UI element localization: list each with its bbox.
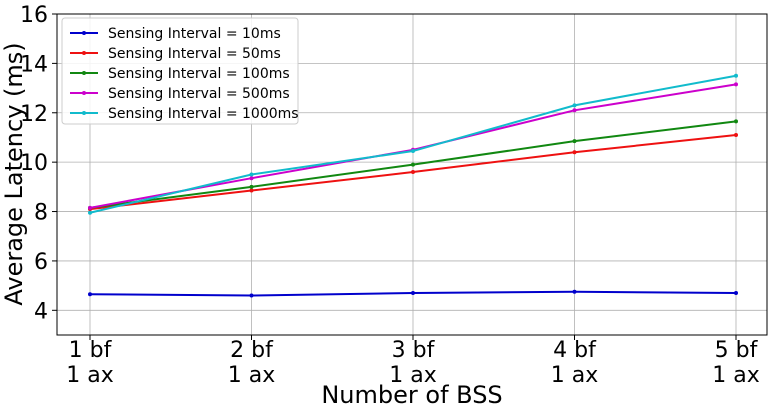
y-tick-label: 4	[34, 299, 48, 324]
y-axis-ticks: 4 6 8 10 12 14 16	[20, 3, 57, 324]
data-point	[249, 184, 254, 189]
legend: Sensing Interval = 10ms Sensing Interval …	[61, 17, 299, 125]
x-tick-label: 2 bf	[230, 338, 274, 363]
data-point	[411, 162, 415, 167]
legend-box	[61, 17, 299, 125]
data-point	[572, 103, 577, 108]
plot-frame	[56, 13, 768, 336]
y-tick-label: 12	[20, 102, 48, 127]
data-point	[572, 150, 577, 155]
data-point	[734, 73, 738, 78]
legend-marker	[82, 111, 86, 115]
legend-label: Sensing Interval = 1000ms	[108, 106, 299, 122]
x-tick-label: 1 ax	[712, 363, 760, 388]
x-tick-label: 1 bf	[69, 338, 113, 363]
x-tick-label: 1 ax	[66, 363, 114, 388]
x-tick-label: 1 ax	[228, 363, 276, 388]
y-axis-label: Average Latency (ms)	[0, 42, 28, 305]
y-tick-label: 8	[34, 201, 48, 226]
legend-label: Sensing Interval = 500ms	[108, 86, 290, 102]
x-tick-label: 5 bf	[715, 338, 759, 363]
y-tick-label: 14	[20, 52, 48, 77]
legend-marker	[82, 31, 86, 35]
y-tick-label: 16	[20, 3, 48, 28]
x-tick-label: 4 bf	[553, 338, 597, 363]
series-group	[88, 73, 738, 298]
x-axis-label: Number of BSS	[321, 381, 502, 407]
data-point	[88, 210, 92, 215]
data-point	[411, 170, 415, 175]
data-point	[411, 149, 415, 154]
data-point	[249, 293, 254, 298]
data-point	[734, 132, 738, 137]
data-point	[88, 292, 92, 297]
data-point	[572, 139, 577, 144]
legend-marker	[82, 51, 86, 55]
data-point	[734, 82, 738, 87]
data-point	[88, 205, 92, 210]
data-point	[249, 172, 254, 177]
data-point	[249, 176, 254, 181]
x-tick-label: 1 ax	[551, 363, 599, 388]
y-tick-label: 10	[20, 151, 48, 176]
legend-marker	[82, 71, 86, 75]
data-point	[734, 291, 738, 296]
data-point	[572, 289, 577, 294]
legend-label: Sensing Interval = 100ms	[108, 66, 290, 82]
legend-label: Sensing Interval = 10ms	[108, 26, 281, 42]
x-tick-label: 3 bf	[392, 338, 436, 363]
data-point	[411, 291, 415, 296]
legend-label: Sensing Interval = 50ms	[108, 46, 281, 62]
y-tick-label: 6	[34, 250, 48, 275]
data-point	[572, 108, 577, 113]
data-point	[734, 119, 738, 124]
x-tick-label: 1 ax	[389, 363, 437, 388]
data-point	[249, 188, 254, 193]
legend-marker	[82, 91, 86, 95]
x-axis-ticks: 1 bf1 ax2 bf1 ax3 bf1 ax4 bf1 ax5 bf1 ax	[66, 335, 760, 388]
